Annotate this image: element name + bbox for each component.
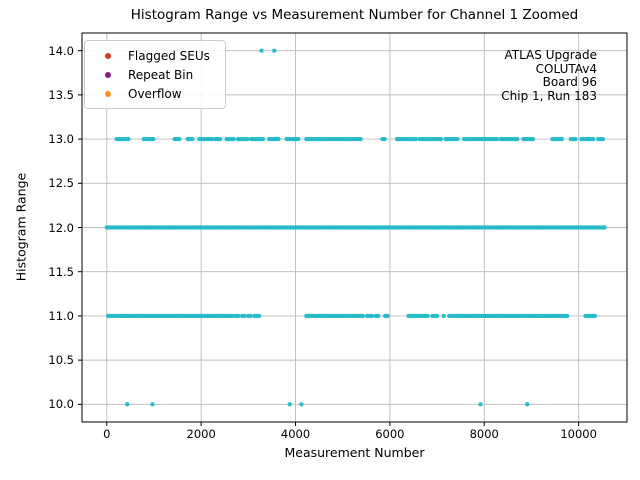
y-tick-label: 11.5 (48, 264, 74, 279)
data-points (104, 48, 607, 407)
data-point (276, 136, 281, 142)
data-point (360, 313, 366, 319)
data-point (272, 48, 277, 53)
data-point (242, 313, 247, 319)
legend-item-flagged-seus: Flagged SEUs (85, 46, 225, 65)
data-point (296, 136, 301, 142)
y-tick-label: 10.5 (48, 353, 74, 368)
data-point (125, 402, 130, 407)
x-axis-label: Measurement Number (284, 445, 425, 460)
data-point (236, 313, 241, 319)
flagged-seus-marker-icon (105, 52, 111, 59)
data-point (425, 313, 430, 319)
overflow-marker-icon (105, 90, 111, 97)
data-point (209, 136, 214, 142)
annotation-line: ATLAS Upgrade (504, 48, 597, 62)
legend-item-overflow: Overflow (85, 84, 225, 103)
legend-label: Overflow (128, 86, 182, 101)
data-point (369, 313, 375, 319)
y-tick-label: 14.0 (48, 43, 74, 58)
x-tick-label: 2000 (186, 427, 216, 441)
y-tick-label: 12.5 (48, 176, 74, 191)
data-point (126, 136, 131, 142)
data-point (257, 313, 262, 319)
data-point (382, 136, 387, 142)
data-point (151, 136, 156, 142)
annotation-box: ATLAS Upgrade COLUTAv4 Board 96 Chip 1, … (501, 48, 597, 103)
x-tick-label: 4000 (280, 427, 311, 441)
data-point (177, 136, 182, 142)
y-tick-label: 12.0 (48, 220, 74, 235)
data-point (573, 136, 578, 142)
data-point (260, 136, 266, 142)
data-point (385, 313, 390, 319)
data-point (600, 136, 606, 142)
legend-label: Flagged SEUs (128, 48, 210, 63)
data-point (358, 136, 363, 142)
y-tick-label: 13.0 (48, 132, 74, 147)
data-point (565, 313, 570, 319)
y-tick-label: 10.0 (48, 397, 74, 412)
data-point (602, 225, 607, 230)
data-point (494, 136, 500, 142)
data-point (190, 136, 195, 142)
legend-label: Repeat Bin (128, 67, 194, 82)
y-tick-label: 13.5 (48, 87, 74, 102)
data-point (299, 402, 304, 407)
x-tick-label: 8000 (469, 427, 499, 441)
chart-title: Histogram Range vs Measurement Number fo… (130, 7, 579, 23)
data-point (441, 313, 446, 319)
data-point (438, 136, 444, 142)
data-point (413, 136, 418, 142)
data-point (455, 136, 460, 142)
data-point (592, 313, 598, 319)
data-point (259, 48, 264, 53)
data-point (525, 402, 530, 407)
data-point (245, 136, 250, 142)
annotation-line: COLUTAv4 (535, 61, 597, 76)
data-point (559, 136, 565, 142)
data-point (591, 136, 596, 142)
data-point (515, 136, 520, 142)
annotation-line: Chip 1, Run 183 (501, 88, 597, 103)
data-point (217, 136, 223, 142)
tick-marks (78, 50, 580, 426)
legend-item-repeat-bin: Repeat Bin (85, 65, 225, 84)
data-point (530, 136, 536, 142)
x-tick-label: 6000 (375, 427, 405, 441)
repeat-bin-marker-icon (105, 71, 111, 78)
data-point (434, 313, 440, 319)
data-point (150, 402, 155, 407)
x-tick-label: 0 (103, 427, 111, 441)
data-point (287, 402, 292, 407)
annotation-line: Board 96 (542, 75, 597, 89)
y-tick-label: 11.0 (48, 308, 74, 323)
data-point (478, 402, 483, 407)
data-point (248, 313, 253, 319)
x-tick-label: 10000 (560, 427, 597, 441)
legend: Flagged SEUs Repeat Bin Overflow (84, 40, 226, 109)
data-point (375, 313, 381, 319)
data-point (231, 136, 236, 142)
